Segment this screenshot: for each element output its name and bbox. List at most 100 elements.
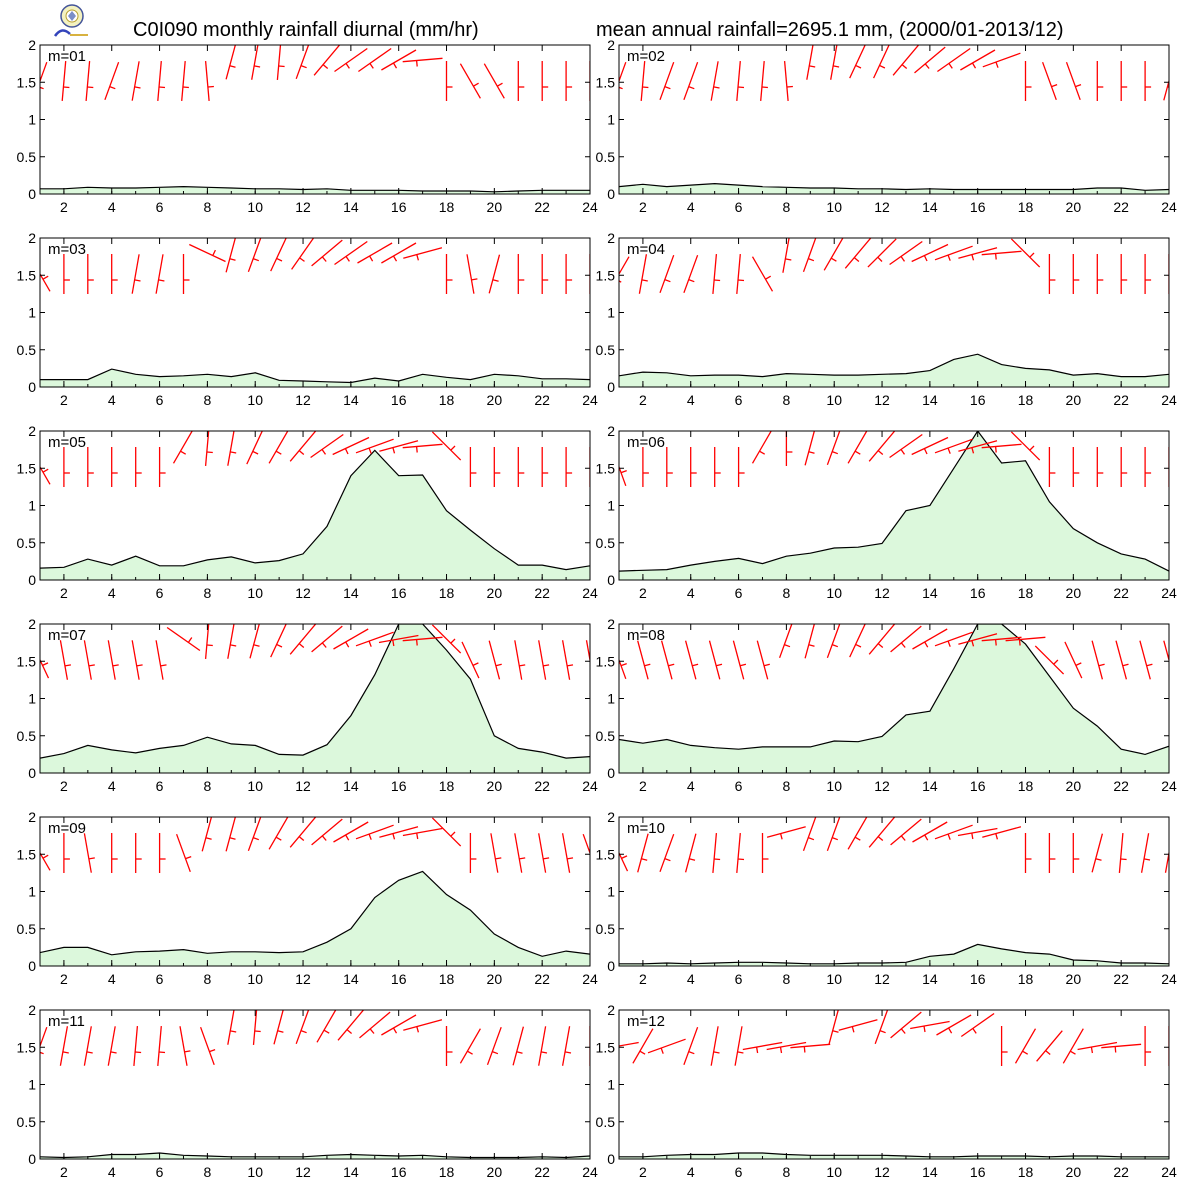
wind-feather — [689, 858, 696, 861]
wind-feather — [298, 450, 305, 455]
x-tick-label: 10 — [247, 199, 263, 215]
wind-shaft — [402, 827, 443, 837]
wind-barb — [1144, 447, 1152, 487]
wind-barb — [1096, 447, 1104, 487]
wind-feather — [995, 61, 999, 68]
wind-shaft — [1041, 61, 1057, 101]
wind-barb — [710, 1026, 720, 1066]
y-tick-label: 1.5 — [596, 846, 616, 862]
wind-shaft — [268, 817, 289, 850]
wind-barb — [565, 447, 573, 487]
wind-shaft — [316, 1010, 337, 1043]
y-tick-label: 0 — [607, 765, 615, 781]
wind-barb — [732, 640, 747, 680]
x-tick-label: 2 — [639, 1164, 647, 1180]
wind-barb — [175, 833, 192, 873]
wind-barb — [826, 624, 841, 659]
wind-feather — [158, 86, 166, 89]
wind-barb — [469, 833, 477, 873]
x-tick-label: 10 — [826, 392, 842, 408]
wind-barb — [684, 833, 697, 873]
x-tick-label: 22 — [534, 199, 550, 215]
wind-shaft — [289, 624, 317, 655]
wind-barb — [133, 1026, 142, 1066]
wind-shaft — [936, 1014, 972, 1036]
wind-shaft — [561, 1026, 571, 1066]
wind-feather — [62, 1051, 69, 1054]
wind-barb — [1024, 61, 1032, 101]
wind-barb — [1014, 1028, 1037, 1064]
wind-barb — [538, 833, 550, 873]
wind-feather — [1146, 663, 1153, 667]
wind-feather — [207, 85, 214, 88]
wind-barb — [402, 827, 443, 840]
wind-barb — [61, 61, 70, 101]
wind-shaft — [982, 52, 1021, 68]
wind-feather — [739, 663, 747, 667]
wind-shaft — [295, 45, 310, 80]
wind-shaft — [131, 61, 140, 101]
wind-shaft — [760, 61, 765, 101]
rain-line — [619, 624, 1169, 756]
y-tick-label: 2 — [607, 230, 615, 246]
wind-barb — [247, 817, 262, 852]
wind-shaft — [357, 242, 393, 264]
wind-feather — [64, 664, 72, 667]
wind-barb — [666, 447, 673, 487]
wind-shaft — [431, 817, 462, 847]
wind-feather — [854, 836, 861, 841]
wind-barb — [868, 431, 896, 462]
x-tick-label: 6 — [735, 1164, 743, 1180]
y-tick-label: 1.5 — [596, 267, 616, 283]
wind-shaft — [1077, 1041, 1118, 1051]
wind-feather — [1045, 1050, 1051, 1055]
x-tick-label: 6 — [156, 971, 164, 987]
wind-barb — [640, 61, 649, 101]
y-tick-label: 1 — [28, 305, 36, 321]
wind-shaft — [227, 431, 235, 466]
wind-barb — [181, 61, 189, 101]
wind-feather — [923, 1025, 926, 1033]
rain-line — [619, 353, 1169, 378]
wind-shaft — [199, 1026, 215, 1066]
wind-feather — [253, 644, 260, 647]
wind-shaft — [355, 438, 394, 454]
wind-barb — [849, 45, 866, 79]
wind-feather — [642, 86, 649, 89]
wind-feather — [947, 833, 951, 840]
wind-barb — [561, 1026, 572, 1066]
y-tick-label: 2 — [28, 1002, 36, 1018]
wind-feather — [833, 65, 840, 68]
wind-feather — [879, 64, 886, 69]
wind-feather — [346, 1029, 353, 1034]
wind-feather — [664, 85, 671, 90]
wind-shaft — [270, 624, 287, 658]
wind-feather — [877, 643, 884, 648]
x-tick-label: 20 — [1066, 971, 1082, 987]
wind-shaft — [619, 1041, 639, 1047]
panel-frame — [39, 237, 591, 388]
wind-barb — [466, 254, 478, 294]
wind-barb — [660, 640, 675, 680]
x-tick-label: 16 — [391, 971, 407, 987]
wind-shaft — [847, 431, 868, 464]
wind-barb — [742, 1041, 783, 1054]
wind-feather — [803, 1046, 806, 1053]
wind-barb — [982, 826, 1022, 840]
wind-barb — [1062, 1028, 1084, 1064]
x-tick-label: 14 — [343, 392, 359, 408]
wind-barb — [490, 833, 502, 873]
wind-barb — [619, 256, 630, 283]
x-tick-label: 18 — [439, 392, 455, 408]
wind-barb — [131, 640, 143, 680]
y-tick-label: 0 — [28, 765, 36, 781]
wind-barb — [295, 45, 310, 80]
x-tick-label: 20 — [1066, 199, 1082, 215]
wind-shaft — [488, 254, 501, 294]
logo — [52, 2, 92, 40]
x-tick-label: 24 — [582, 199, 598, 215]
wind-barb — [1036, 1030, 1063, 1062]
y-tick-label: 1.5 — [17, 267, 37, 283]
wind-barb — [313, 45, 341, 76]
wind-feather — [42, 854, 49, 859]
